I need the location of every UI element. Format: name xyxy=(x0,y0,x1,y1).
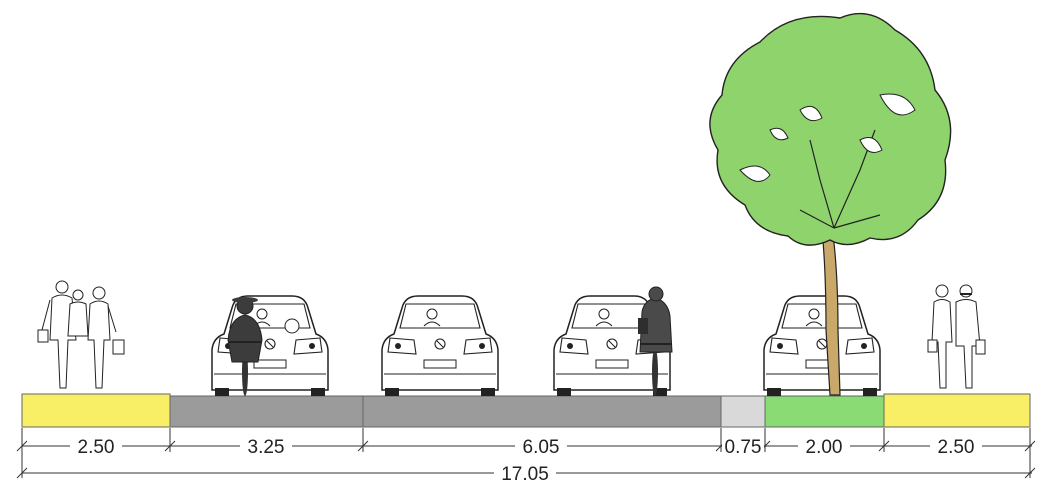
dimension-lines: 2.50 3.25 6.05 0.75 2.00 2.50 17.05 xyxy=(16,428,1036,482)
dimension-label-buffer: 0.75 xyxy=(725,437,762,458)
car-rear-icon xyxy=(381,295,499,397)
dimension-label-sidewalk-left: 2.50 xyxy=(78,437,115,458)
dimension-label-bike-lane: 3.25 xyxy=(248,437,285,458)
pedestrians-icon xyxy=(37,280,125,389)
dimension-label-total: 17.05 xyxy=(501,464,549,482)
cyclist-icon xyxy=(227,297,300,396)
carriageway-surface xyxy=(362,395,722,428)
cyclist-icon xyxy=(638,286,673,396)
sidewalk-left xyxy=(21,393,171,428)
dimension-label-planting-strip: 2.00 xyxy=(806,437,843,458)
pedestrians-icon xyxy=(927,284,986,389)
bike-lane-surface xyxy=(169,395,364,428)
dimension-label-carriageway: 6.05 xyxy=(523,437,560,458)
planting-strip xyxy=(764,395,885,428)
sidewalk-right xyxy=(883,393,1031,428)
road-surfaces xyxy=(21,393,1031,428)
car-rear-icon xyxy=(763,295,881,397)
buffer-strip xyxy=(720,395,766,428)
tree-icon xyxy=(709,12,952,396)
dimension-label-sidewalk-right: 2.50 xyxy=(938,437,975,458)
